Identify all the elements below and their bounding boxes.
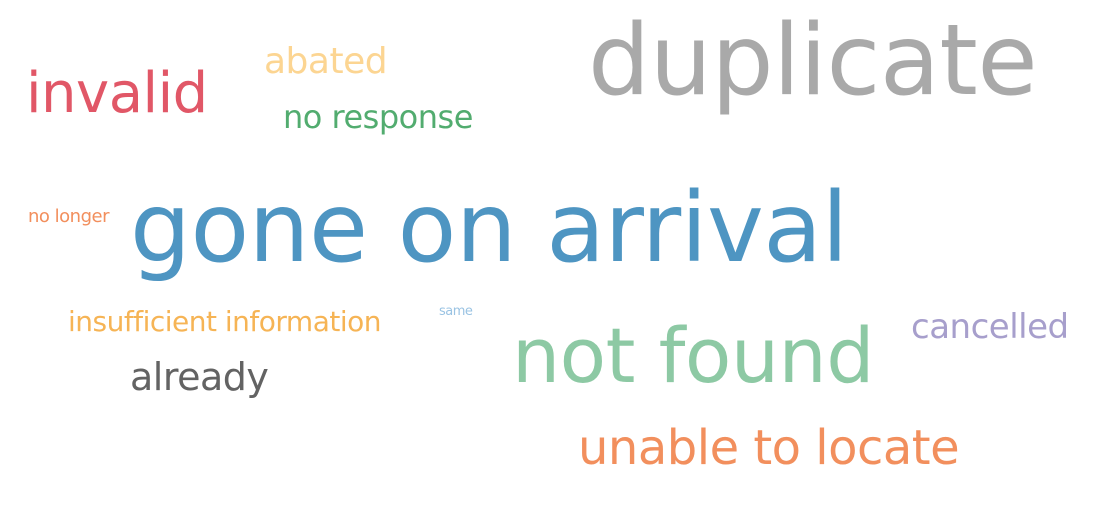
word-not-found: not found: [512, 311, 874, 400]
word-duplicate: duplicate: [588, 4, 1038, 118]
word-insufficient-information: insufficient information: [68, 305, 381, 338]
word-same: same: [439, 304, 473, 319]
word-already: already: [130, 355, 269, 399]
word-no-response: no response: [283, 98, 473, 136]
word-unable-to-locate: unable to locate: [578, 420, 960, 476]
word-cancelled: cancelled: [911, 307, 1069, 347]
word-abated: abated: [264, 41, 388, 82]
word-gone-on-arrival: gone on arrival: [130, 172, 848, 284]
word-no-longer: no longer: [28, 206, 109, 227]
word-invalid: invalid: [26, 61, 208, 126]
